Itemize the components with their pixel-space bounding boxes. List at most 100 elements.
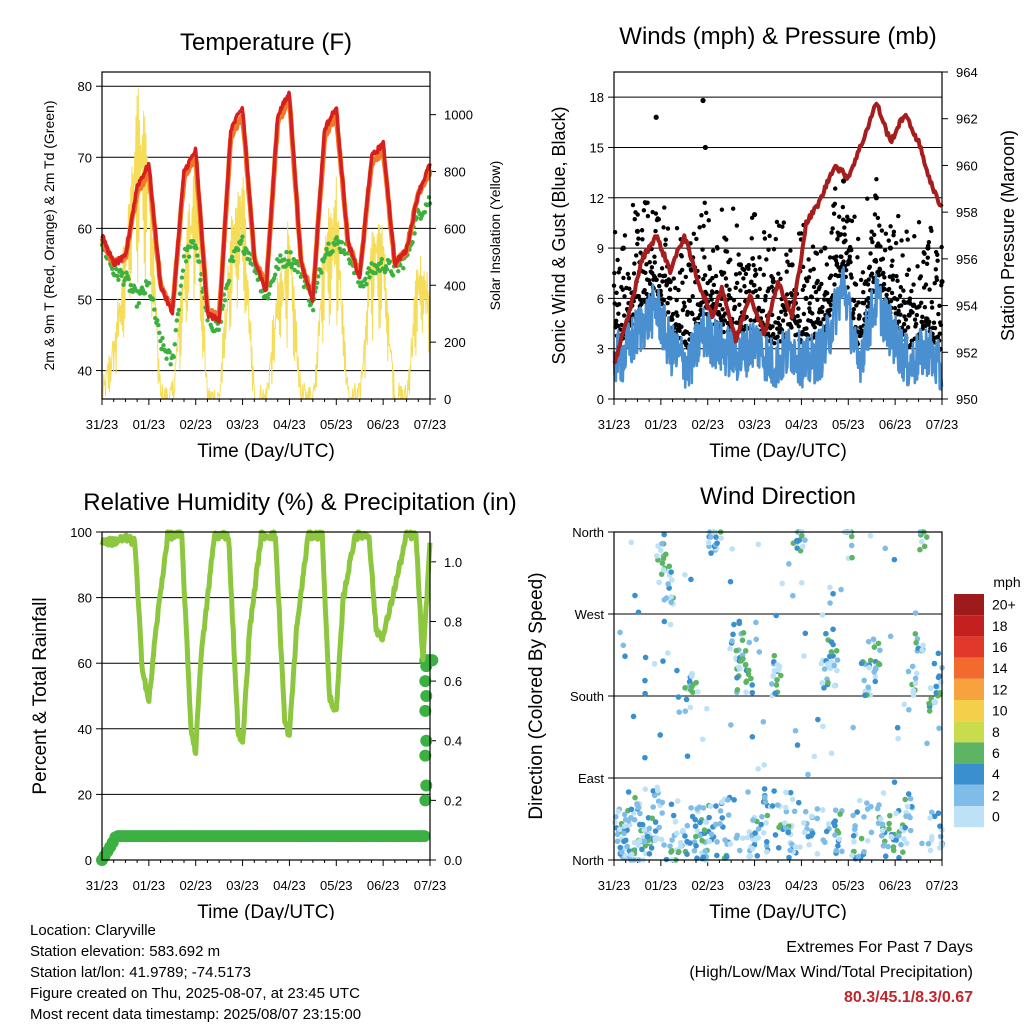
colorbar-swatch bbox=[954, 806, 984, 828]
direction-point bbox=[851, 838, 857, 845]
x-axis-label: Time (Day/UTC) bbox=[197, 902, 335, 920]
gust-point bbox=[622, 313, 627, 318]
direction-point bbox=[888, 833, 894, 840]
direction-point bbox=[814, 851, 821, 857]
dewpoint-point bbox=[216, 327, 222, 333]
direction-point bbox=[854, 809, 861, 815]
direction-point bbox=[927, 815, 933, 821]
gust-point bbox=[761, 272, 766, 277]
gust-point bbox=[753, 267, 758, 273]
dewpoint-point bbox=[172, 342, 177, 347]
direction-point bbox=[917, 546, 923, 553]
gust-point bbox=[804, 326, 809, 331]
direction-point bbox=[740, 656, 746, 662]
direction-point bbox=[802, 808, 809, 815]
direction-point bbox=[828, 750, 835, 757]
dewpoint-point bbox=[310, 307, 316, 313]
dewpoint-point bbox=[157, 330, 162, 335]
direction-point bbox=[725, 797, 731, 803]
y-tick-label: 60 bbox=[78, 656, 92, 671]
gust-point bbox=[874, 177, 879, 182]
dewpoint-point bbox=[295, 269, 300, 275]
direction-point bbox=[761, 794, 768, 800]
direction-point bbox=[828, 649, 835, 655]
direction-point bbox=[650, 788, 657, 794]
x-tick-label: 05/23 bbox=[320, 417, 353, 432]
gust-point bbox=[714, 289, 719, 295]
direction-point bbox=[805, 771, 811, 778]
gust-point bbox=[679, 254, 684, 259]
direction-point bbox=[742, 648, 749, 654]
dewpoint-point bbox=[155, 318, 160, 323]
gust-point bbox=[825, 291, 830, 296]
y-tick-label: 3 bbox=[597, 342, 604, 357]
direction-point bbox=[902, 796, 908, 803]
direction-point bbox=[856, 797, 863, 804]
direction-point bbox=[819, 612, 826, 618]
direction-point bbox=[776, 663, 783, 670]
direction-point bbox=[729, 546, 735, 552]
x-tick-label: 01/23 bbox=[645, 878, 678, 893]
dewpoint-point bbox=[324, 246, 329, 252]
direction-point bbox=[903, 840, 910, 847]
gust-point bbox=[771, 331, 776, 337]
gust-point bbox=[632, 216, 637, 222]
direction-point bbox=[833, 847, 840, 854]
direction-point bbox=[907, 795, 914, 802]
precipitation-point bbox=[420, 734, 433, 747]
x-tick-label: 04/23 bbox=[273, 417, 306, 432]
gust-point bbox=[767, 233, 772, 239]
direction-point bbox=[927, 685, 934, 691]
gust-point bbox=[809, 295, 815, 300]
dewpoint-point bbox=[186, 254, 192, 259]
gust-peak-point bbox=[667, 279, 673, 285]
direction-point bbox=[734, 687, 741, 693]
gust-point bbox=[639, 228, 645, 233]
direction-point bbox=[782, 804, 789, 811]
gust-point bbox=[702, 255, 707, 260]
gust-point bbox=[926, 239, 932, 245]
y2-tick-label: 960 bbox=[956, 158, 978, 173]
gust-point bbox=[877, 223, 882, 228]
gust-point bbox=[912, 234, 917, 239]
colorbar-label: 6 bbox=[992, 745, 1000, 761]
direction-point bbox=[789, 796, 796, 803]
gust-point bbox=[879, 228, 885, 233]
y-tick-label: 70 bbox=[78, 150, 92, 165]
gust-point bbox=[674, 225, 680, 231]
panel-3: 31/23 01/23 02/23 03/23 04/23 05/23 06/23 07/23… bbox=[30, 489, 517, 920]
dewpoint-point bbox=[247, 257, 252, 262]
direction-point bbox=[927, 847, 934, 854]
gust-peak-point bbox=[822, 245, 828, 251]
direction-point bbox=[909, 663, 916, 670]
x-tick-label: 06/23 bbox=[367, 417, 400, 432]
solar-insolation-line bbox=[101, 88, 431, 401]
gust-point bbox=[896, 308, 901, 314]
gust-point bbox=[780, 224, 785, 229]
direction-point bbox=[687, 704, 694, 711]
direction-point bbox=[772, 690, 778, 697]
gust-point bbox=[833, 186, 838, 191]
dewpoint-point bbox=[120, 270, 125, 276]
gust-point bbox=[837, 273, 842, 278]
direction-point bbox=[658, 547, 664, 554]
y-axis-label: 2m & 9m T (Red, Orange) & 2m Td (Green) bbox=[41, 101, 57, 371]
direction-point bbox=[790, 592, 796, 599]
direction-point bbox=[861, 849, 867, 855]
direction-point bbox=[660, 658, 666, 664]
precipitation-point bbox=[418, 830, 431, 843]
precipitation-point bbox=[419, 675, 432, 688]
dewpoint-point bbox=[326, 241, 331, 246]
direction-point bbox=[774, 802, 781, 808]
direction-point bbox=[689, 683, 695, 690]
precipitation-point bbox=[419, 794, 432, 807]
direction-point bbox=[667, 621, 674, 628]
gust-point bbox=[641, 208, 647, 213]
gust-point bbox=[937, 331, 943, 336]
gust-point bbox=[889, 290, 895, 296]
direction-point bbox=[879, 827, 886, 834]
gust-point bbox=[828, 302, 834, 308]
gust-point bbox=[840, 204, 846, 210]
dewpoint-point bbox=[191, 239, 196, 244]
direction-point bbox=[756, 649, 763, 655]
